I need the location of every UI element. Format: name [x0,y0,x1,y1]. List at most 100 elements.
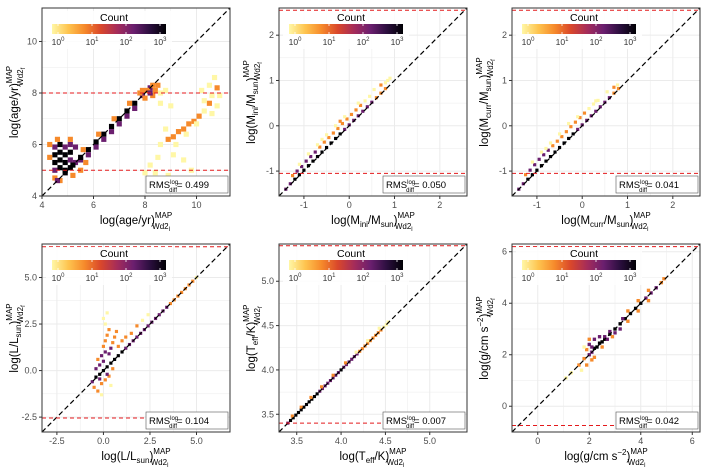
y-tick-label: 10 [27,36,37,46]
heatmap-cell [644,296,648,300]
panel-border [278,7,468,197]
heatmap-cell [90,380,94,384]
x-tick-label: 0 [347,200,352,210]
heatmap-cell [306,164,311,168]
heatmap-cell [47,154,53,160]
heatmap-cell [582,345,586,349]
label-part: 0 [298,37,302,43]
label-part: f [21,305,27,307]
heatmap-cell [52,159,58,166]
heatmap-cell [72,144,79,150]
heatmap-cell [361,109,365,113]
y-tick-label: 1 [269,75,274,85]
rms-box-frame [145,175,229,194]
heatmap-cell [96,389,100,393]
rms-box-frame [615,411,699,430]
rms-text: RMSlog diff= 0.041 [619,180,679,194]
heatmap-cell [124,335,128,339]
heatmap-cell [193,121,200,127]
heatmap-cell [62,144,68,150]
colorbar-label: 100 [52,37,65,47]
label-part: 10 [556,37,566,47]
y-tick-label: -1 [266,166,274,176]
heatmap-cell [211,74,218,81]
heatmap-cell [343,361,348,365]
label-part: Wd2 [151,458,168,467]
label-part: 10 [120,273,130,283]
label-part: log(age/yr) [100,215,155,227]
legend-title: Count [100,12,128,24]
label-part: MAP [242,305,251,322]
label-part: sun [251,81,260,94]
colorbar-label: 100 [522,273,535,283]
label-part: 3 [163,273,167,279]
label-part: MAP [153,447,170,456]
heatmap-cell [96,131,102,137]
heatmap-cell [386,320,390,324]
rms-box: RMSlog diff= 0.104 [145,411,229,430]
heatmap-cell [343,127,347,131]
label-part: /M [479,91,491,104]
heatmap-cell [294,413,298,417]
heatmap-cell [377,326,381,330]
label-part: diff [169,188,177,194]
label-part: Wd2 [395,222,412,231]
heatmap-cell [354,108,358,112]
x-axis-label: log(Mini/Msun)MAP Wd2l [331,211,415,233]
heatmap-cell [98,363,102,367]
rms-box-frame [382,411,466,430]
label-part: log [407,416,415,422]
label-part: diff [169,424,177,430]
heatmap-cell [578,116,582,120]
heatmap-cell [339,368,343,372]
colorbar-label: 102 [120,37,133,47]
heatmap-cell [352,118,356,122]
label-part: = 0.041 [647,180,679,191]
label-part: log(T [246,345,258,371]
data-layer [279,8,467,196]
heatmap-cell [612,85,616,89]
heatmap-cell [165,136,171,142]
label-part: 10 [624,273,634,283]
identity-line [512,8,700,196]
heatmap-cell [52,167,58,173]
colorbar-label: 103 [154,37,167,47]
heatmap-cell [345,117,349,121]
label-part: f [258,306,264,308]
heatmap-cell [78,154,84,160]
legend-title: Count [570,248,598,260]
heatmap-cell [293,177,297,181]
label-part: 1 [332,273,336,279]
heatmap-cell [331,373,335,377]
heatmap-cell [544,146,548,151]
x-tick-label: 4 [39,200,44,210]
label-part: 10 [357,37,367,47]
colorbar-label: 101 [323,273,336,283]
label-part: MAP [5,303,14,320]
heatmap-cell [139,87,146,93]
heatmap-cell [355,352,359,356]
heatmap-cell [368,94,372,98]
heatmap-cell [57,157,63,163]
label-part: 0 [61,273,65,279]
heatmap-cell [111,116,117,122]
colorbar-label: 102 [120,273,133,283]
heatmap-cell [354,350,358,354]
colorbar [522,24,636,34]
x-tick-label: 4.0 [335,436,348,446]
heatmap-cell [142,170,148,176]
heatmap-cell [320,385,324,389]
heatmap-cell [603,100,607,104]
y-tick-label: 5.0 [24,273,37,283]
label-part: Wd2 [387,458,404,467]
y-tick-label: -2.5 [21,412,37,422]
heatmap-cell [628,311,633,316]
heatmap-cell [338,119,342,123]
heatmap-cell [344,363,348,367]
label-part: 10 [52,37,62,47]
heatmap-cell [108,129,115,135]
colorbar-label: 102 [357,273,370,283]
